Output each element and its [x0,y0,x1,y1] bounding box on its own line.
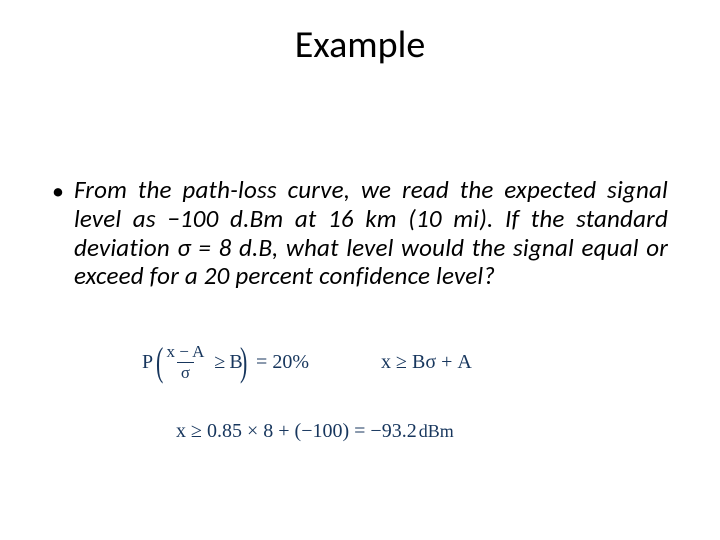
slide-body: • From the path-loss curve, we read the … [0,68,720,443]
paren-left-icon: ( [156,338,163,385]
formula-block: P ( x − A σ ≥ B ) = 20% x ≥ Bσ + A x ≥ 0… [52,291,668,443]
x-lower-bound: x ≥ Bσ + A [381,351,472,374]
p-symbol: P [142,351,153,374]
unit-label: dBm [417,421,454,441]
paren-right-icon: ) [240,338,247,385]
fraction-denominator: σ [177,362,194,382]
fraction: x − A σ [162,343,208,382]
probability-expression: P ( x − A σ ≥ B ) = 20% [142,339,309,386]
formula-row-2: x ≥ 0.85 × 8 + (−100) = −93.2dBm [142,386,668,443]
problem-text: From the path-loss curve, we read the ex… [74,176,668,291]
geq-symbol: ≥ [210,351,229,374]
formula-row-1: P ( x − A σ ≥ B ) = 20% x ≥ Bσ + A [142,339,668,386]
numeric-solution: x ≥ 0.85 × 8 + (−100) = −93.2 [176,420,417,442]
slide-title: Example [0,0,720,68]
bullet-item: • From the path-loss curve, we read the … [52,176,668,291]
fraction-numerator: x − A [162,343,208,362]
slide: Example • From the path-loss curve, we r… [0,0,720,540]
equals-20pct: = 20% [250,351,309,374]
bullet-marker: • [52,176,74,206]
